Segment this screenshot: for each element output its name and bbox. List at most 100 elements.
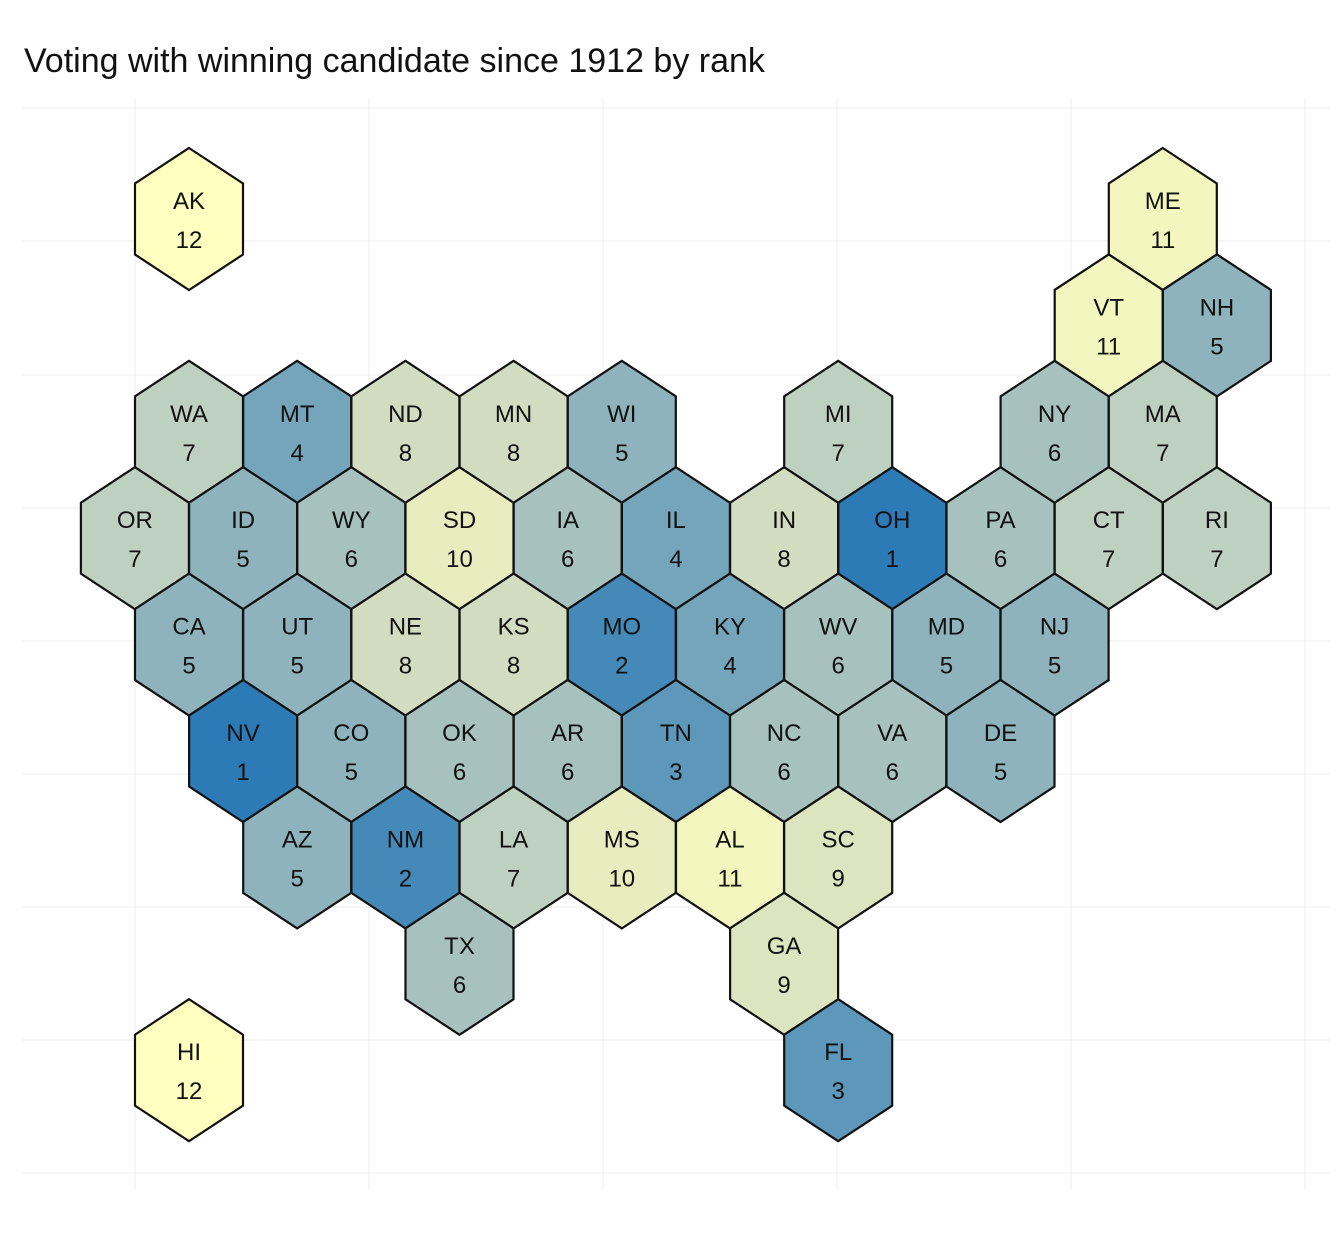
state-abbr-label: CA: [172, 614, 205, 641]
state-rank-label: 12: [176, 227, 203, 254]
state-abbr-label: AR: [551, 720, 584, 747]
state-rank-label: 4: [291, 440, 304, 467]
state-rank-label: 8: [399, 440, 412, 467]
state-abbr-label: VA: [877, 720, 907, 747]
state-hex-sc: SC 9: [783, 785, 894, 930]
state-rank-label: 5: [291, 653, 304, 680]
state-abbr-label: CO: [333, 720, 369, 747]
state-abbr-label: CT: [1093, 507, 1125, 534]
state-rank-label: 7: [507, 865, 520, 892]
state-rank-label: 7: [1102, 546, 1115, 573]
state-hex-de: DE 5: [945, 678, 1056, 824]
hex-shape: [133, 146, 245, 292]
state-rank-label: 10: [608, 865, 635, 892]
state-abbr-label: IN: [772, 507, 796, 534]
state-abbr-label: MI: [825, 401, 852, 428]
state-abbr-label: MN: [495, 401, 532, 428]
state-rank-label: 6: [994, 546, 1007, 573]
state-rank-label: 5: [182, 653, 195, 680]
state-abbr-label: WY: [332, 507, 371, 534]
state-rank-label: 1: [886, 546, 899, 573]
state-rank-label: 7: [832, 440, 845, 467]
state-abbr-label: LA: [499, 826, 528, 853]
state-abbr-label: NC: [767, 720, 802, 747]
state-hex-nm: NM 2: [350, 785, 461, 930]
state-rank-label: 8: [777, 546, 790, 573]
chart-title: Voting with winning candidate since 1912…: [24, 42, 765, 80]
state-rank-label: 7: [182, 440, 195, 467]
state-rank-label: 9: [777, 972, 790, 999]
state-rank-label: 6: [561, 759, 574, 786]
state-rank-label: 5: [1210, 333, 1223, 360]
hex-shape: [133, 997, 245, 1143]
state-rank-label: 3: [832, 1078, 845, 1105]
state-hex-ok: OK 6: [404, 678, 515, 824]
state-abbr-label: MO: [602, 614, 641, 641]
state-rank-label: 5: [345, 759, 358, 786]
state-rank-label: 12: [176, 1078, 203, 1105]
state-abbr-label: FL: [824, 1039, 852, 1066]
state-abbr-label: DE: [984, 720, 1017, 747]
state-rank-label: 6: [561, 546, 574, 573]
state-rank-label: 7: [128, 546, 141, 573]
state-abbr-label: WA: [170, 401, 208, 428]
state-abbr-label: OR: [117, 507, 153, 534]
state-abbr-label: SD: [443, 507, 476, 534]
state-rank-label: 2: [615, 653, 628, 680]
state-hex-fl: FL 3: [783, 997, 894, 1143]
state-abbr-label: OK: [442, 720, 477, 747]
state-rank-label: 5: [994, 759, 1007, 786]
state-hex-sd: SD 10: [404, 465, 515, 611]
state-abbr-label: IL: [666, 507, 686, 534]
state-hex-az: AZ 5: [242, 785, 353, 930]
state-rank-label: 6: [886, 759, 899, 786]
state-abbr-label: HI: [177, 1039, 201, 1066]
state-abbr-label: NJ: [1040, 614, 1069, 641]
state-abbr-label: SC: [822, 826, 855, 853]
state-hex-nv: NV 1: [188, 678, 299, 824]
state-hex-al: AL 11: [674, 785, 786, 930]
state-hex-ak: AK 12: [133, 146, 245, 292]
state-abbr-label: RI: [1205, 507, 1229, 534]
state-hex-ms: MS 10: [566, 785, 677, 930]
state-abbr-label: AL: [715, 826, 744, 853]
state-rank-label: 6: [1048, 440, 1061, 467]
state-rank-label: 5: [615, 440, 628, 467]
state-hex-ky: KY 4: [674, 572, 786, 717]
state-hex-mo: MO 2: [566, 572, 677, 717]
state-rank-label: 5: [940, 653, 953, 680]
state-abbr-label: NM: [387, 826, 424, 853]
state-abbr-label: OH: [874, 507, 910, 534]
state-rank-label: 8: [507, 440, 520, 467]
state-hex-nj: NJ 5: [999, 572, 1110, 717]
state-abbr-label: NV: [226, 720, 259, 747]
state-abbr-label: TX: [444, 933, 475, 960]
state-hex-il: IL 4: [620, 465, 732, 611]
hex-layer: AK12ME11VT11NH5WA7MT4ND8MN8WI5MI7NY6MA7O…: [79, 146, 1273, 1143]
state-abbr-label: AZ: [282, 826, 313, 853]
state-abbr-label: NE: [389, 614, 422, 641]
state-rank-label: 11: [1150, 227, 1175, 254]
state-hex-nh: NH 5: [1161, 253, 1273, 398]
state-abbr-label: MT: [280, 401, 315, 428]
state-rank-label: 8: [507, 653, 520, 680]
state-abbr-label: KS: [498, 614, 530, 641]
state-rank-label: 6: [453, 759, 466, 786]
state-rank-label: 5: [1048, 653, 1061, 680]
state-hex-nc: NC 6: [728, 678, 840, 824]
state-abbr-label: GA: [767, 933, 802, 960]
state-rank-label: 2: [399, 865, 412, 892]
state-abbr-label: WI: [607, 401, 636, 428]
state-rank-label: 10: [446, 546, 473, 573]
state-hex-hi: HI 12: [133, 997, 245, 1143]
state-abbr-label: TN: [660, 720, 692, 747]
hex-shape: [945, 678, 1056, 824]
state-rank-label: 7: [1156, 440, 1169, 467]
state-hex-ri: RI 7: [1161, 465, 1273, 611]
hex-shape: [783, 997, 894, 1143]
state-abbr-label: UT: [281, 614, 313, 641]
state-rank-label: 4: [669, 546, 682, 573]
state-rank-label: 6: [345, 546, 358, 573]
state-rank-label: 7: [1210, 546, 1223, 573]
